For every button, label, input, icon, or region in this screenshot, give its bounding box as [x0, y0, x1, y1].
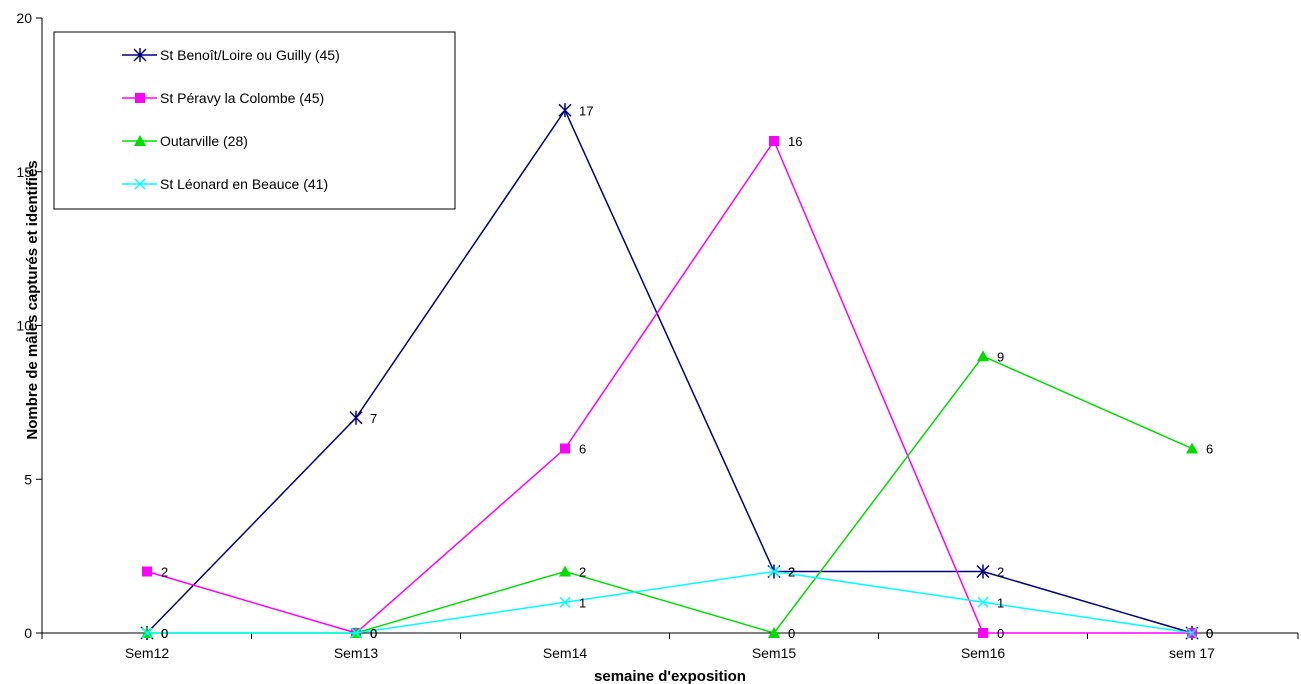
- legend-item: Outarville (28): [122, 133, 248, 149]
- y-tick-label: 0: [24, 625, 32, 641]
- x-tick-label: Sem14: [543, 645, 588, 661]
- data-label: 2: [788, 565, 795, 580]
- triangle-marker: [559, 565, 571, 577]
- legend-label: Outarville (28): [160, 133, 248, 149]
- star-marker: [133, 48, 147, 62]
- triangle-marker: [768, 627, 780, 638]
- data-label: 1: [997, 595, 1004, 610]
- star-marker: [349, 410, 363, 425]
- x-marker: [350, 627, 362, 639]
- square-marker: [769, 136, 779, 146]
- data-label: 16: [788, 134, 802, 149]
- square-marker: [978, 628, 988, 638]
- series-line: [146, 108, 1193, 634]
- x-marker: [1186, 627, 1198, 639]
- star-marker: [976, 564, 990, 579]
- data-label: 0: [997, 626, 1004, 641]
- square-marker: [560, 443, 570, 454]
- x-marker: [977, 596, 989, 608]
- x-tick-label: sem 17: [1169, 645, 1215, 661]
- series-line: [147, 355, 1193, 634]
- y-tick-label: 20: [16, 10, 32, 26]
- data-label: 0: [161, 626, 168, 641]
- legend-label: St Péravy la Colombe (45): [160, 90, 324, 106]
- data-label: 0: [1206, 626, 1213, 641]
- data-label: 2: [161, 565, 168, 580]
- data-label: 0: [370, 626, 377, 641]
- y-tick-label: 10: [16, 318, 32, 334]
- data-label: 7: [370, 411, 377, 426]
- x-marker: [134, 178, 146, 190]
- data-label: 0: [370, 626, 377, 641]
- legend-box: [53, 31, 456, 210]
- data-label: 0: [1206, 626, 1213, 641]
- data-label: 0: [161, 626, 168, 641]
- x-marker: [768, 565, 780, 578]
- star-marker: [558, 103, 572, 118]
- x-tick-group: Sem12 Sem13 Sem14 Sem15 Sem16 sem 17: [41, 633, 1299, 661]
- data-label: 6: [1206, 442, 1213, 457]
- data-label: 6: [579, 442, 586, 457]
- series-4: [141, 565, 1198, 639]
- legend-label: St Benoît/Loire ou Guilly (45): [160, 47, 340, 63]
- x-tick-label: Sem16: [961, 645, 1006, 661]
- legend-item: St Benoît/Loire ou Guilly (45): [122, 47, 340, 63]
- series-group: [140, 103, 1199, 640]
- series-3: [141, 350, 1198, 638]
- legend: St Benoît/Loire ou Guilly (45) St Péravy …: [53, 31, 456, 210]
- series-line: [147, 570, 1193, 634]
- data-label: 0: [788, 626, 795, 641]
- x-tick-label: Sem12: [125, 645, 170, 661]
- square-marker: [142, 566, 152, 577]
- series-line: [146, 139, 1192, 634]
- legend-item: St Léonard en Beauce (41): [122, 176, 328, 192]
- x-marker: [141, 627, 153, 639]
- data-label: 17: [579, 103, 593, 118]
- x-tick-label: Sem13: [334, 645, 379, 661]
- triangle-marker: [977, 350, 989, 362]
- y-axis-title: Nombre de mâles capturés et identifiés: [24, 160, 41, 439]
- data-label: 2: [788, 565, 795, 580]
- legend-label: St Léonard en Beauce (41): [160, 176, 328, 192]
- x-tick-label: Sem15: [752, 645, 797, 661]
- data-label: 9: [997, 349, 1004, 364]
- data-label: 0: [161, 626, 168, 641]
- legend-item: St Péravy la Colombe (45): [122, 90, 324, 106]
- data-label: 2: [997, 565, 1004, 580]
- series-2: [142, 136, 1197, 638]
- data-label: 0: [370, 626, 377, 641]
- data-label: 0: [1206, 626, 1213, 641]
- data-label: 1: [579, 595, 586, 610]
- data-label: 2: [579, 565, 586, 580]
- y-tick-group: 0 5 10 15 20: [16, 10, 42, 641]
- triangle-marker: [134, 135, 146, 146]
- triangle-marker: [1186, 442, 1198, 454]
- y-tick-label: 5: [24, 471, 32, 487]
- x-axis-title: semaine d'exposition: [594, 668, 746, 684]
- y-tick-label: 15: [16, 164, 32, 180]
- square-marker: [135, 93, 145, 103]
- x-marker: [559, 596, 571, 608]
